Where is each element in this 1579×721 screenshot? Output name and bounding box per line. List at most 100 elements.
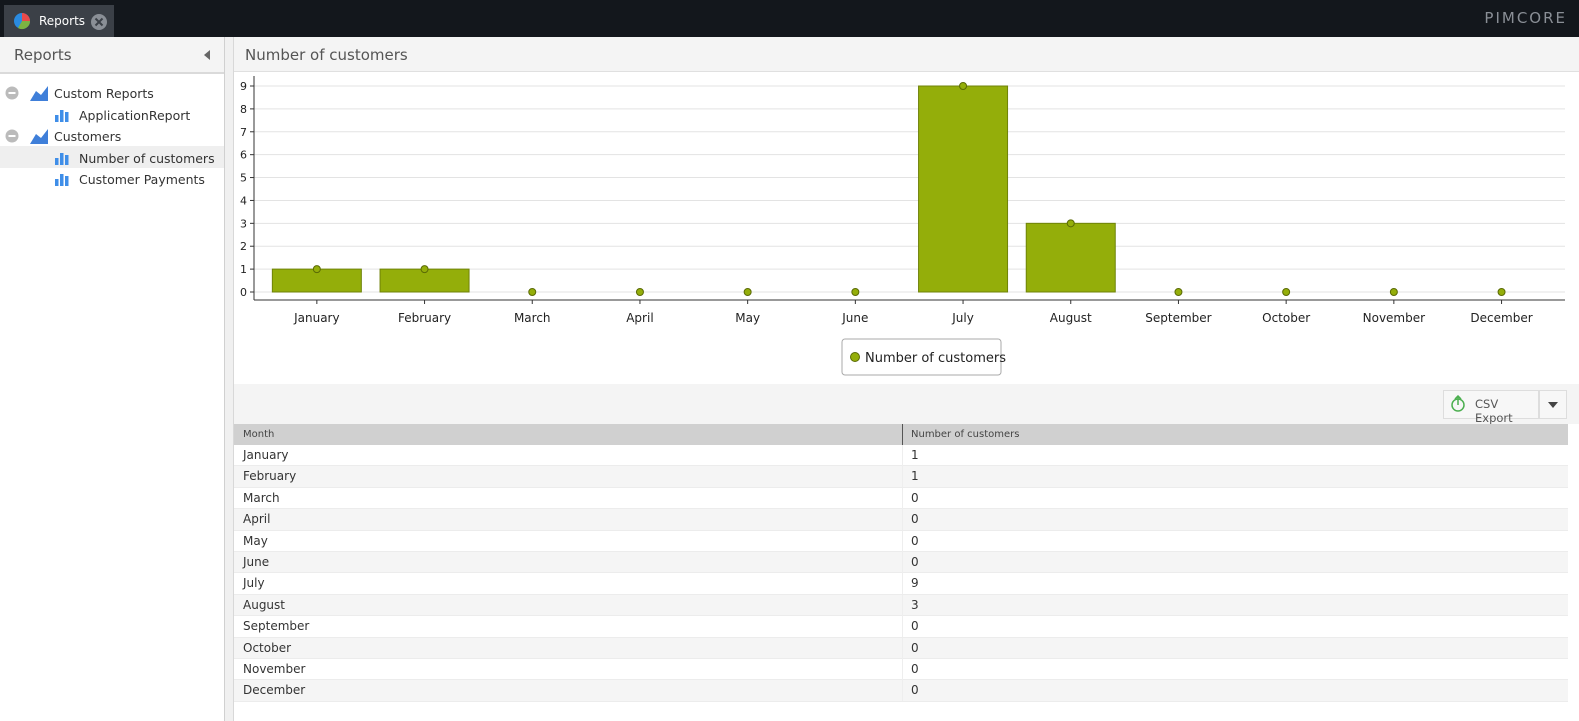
brand-logo: PIMCORE	[1484, 9, 1567, 27]
grid-row[interactable]: February 1	[234, 466, 1568, 488]
grid-cell: 0	[911, 619, 919, 634]
x-tick-label: June	[841, 311, 868, 325]
legend-marker	[850, 352, 860, 362]
cell-divider	[902, 658, 903, 680]
grid-cell: 3	[911, 597, 919, 612]
x-tick-label: October	[1262, 311, 1310, 325]
cell-divider	[902, 445, 903, 466]
point	[959, 82, 968, 90]
grid-row[interactable]: December 0	[234, 680, 1568, 702]
x-tick-label: March	[514, 311, 551, 325]
grid-cell: February	[243, 469, 297, 484]
grid-row[interactable]: September 0	[234, 616, 1568, 638]
export-label: CSV Export	[1475, 397, 1513, 425]
y-tick-label: 4	[240, 194, 247, 207]
data-grid: Month Number of customers January 1 February…	[234, 424, 1568, 702]
tree-leaf[interactable]: Customer Payments	[0, 169, 224, 190]
x-tick-label: August	[1050, 311, 1092, 325]
collapse-button[interactable]	[203, 50, 211, 60]
top-bar: Reports PIMCORE	[0, 0, 1579, 37]
icon-bar	[60, 174, 64, 186]
cell-divider	[902, 594, 903, 616]
legend-label: Number of customers	[865, 351, 1006, 366]
grid-row[interactable]: August 3	[234, 594, 1568, 617]
point	[635, 288, 644, 296]
bar-chart-icon	[55, 152, 69, 165]
grid-cell: May	[243, 533, 268, 548]
cell-divider	[902, 573, 903, 595]
tab[interactable]: Reports	[4, 5, 114, 37]
bar	[1025, 222, 1116, 293]
point	[1389, 288, 1398, 296]
y-tick-label: 9	[240, 80, 247, 93]
grid-cell: 0	[911, 512, 919, 527]
x-tick-label: December	[1470, 311, 1532, 325]
y-tick-label: 1	[240, 263, 247, 276]
grid-row[interactable]: April 0	[234, 509, 1568, 531]
grid-row[interactable]: June 0	[234, 551, 1568, 574]
grid-cell: 0	[911, 661, 919, 676]
splitter[interactable]	[225, 37, 234, 721]
column-header[interactable]: Month	[243, 429, 275, 440]
export-menu-button[interactable]	[1539, 390, 1567, 419]
point	[743, 288, 752, 296]
x-tick-label: July	[951, 311, 974, 325]
grid-cell: 1	[911, 448, 919, 462]
tab-close[interactable]	[90, 13, 108, 31]
grid-cell: November	[243, 661, 306, 676]
grid-row[interactable]: July 9	[234, 573, 1568, 595]
node-icons	[5, 129, 48, 144]
grid-cell: 1	[911, 469, 919, 484]
column-divider	[902, 424, 903, 445]
grid-row[interactable]: October 0	[234, 637, 1568, 659]
icon-bar	[55, 179, 59, 186]
tree-label: Customers	[54, 129, 122, 144]
column-header[interactable]: Number of customers	[911, 429, 1020, 440]
tree-node[interactable]: Customers	[0, 126, 224, 147]
grid-cell: March	[243, 490, 280, 505]
y-tick-label: 2	[240, 240, 247, 253]
cell-divider	[902, 487, 903, 509]
icon-bar	[55, 114, 59, 122]
grid-row[interactable]: November 0	[234, 658, 1568, 681]
point	[528, 288, 537, 296]
tree-label: ApplicationReport	[79, 107, 191, 123]
csv-export-button[interactable]: CSV Export	[1443, 390, 1539, 425]
grid-cell: 0	[911, 533, 919, 548]
grid-cell: 0	[911, 554, 919, 569]
point	[420, 265, 429, 274]
tree-leaf[interactable]: Number of customers	[0, 148, 224, 169]
dropdown-arrow	[1548, 402, 1558, 408]
y-tick-label: 5	[240, 172, 247, 185]
grid-cell: 0	[911, 683, 919, 698]
cell-divider	[902, 530, 903, 552]
area-chart-icon	[30, 129, 48, 144]
node-icon-set	[5, 86, 48, 101]
tree-leaf[interactable]: ApplicationReport	[0, 105, 224, 126]
grid-row[interactable]: January 1	[234, 445, 1568, 467]
grid-row[interactable]: March 0	[234, 487, 1568, 510]
grid-cell: June	[243, 554, 270, 569]
bar	[918, 85, 1009, 293]
cell-divider	[902, 637, 903, 659]
legend-box	[841, 338, 1002, 376]
cell-divider	[902, 680, 903, 702]
icon-bar	[60, 109, 64, 122]
chart: 0 1 2 3 4 5 6 7 8 9 January February March April May Ju…	[240, 76, 1565, 376]
export-icon	[1451, 395, 1465, 412]
y-tick-label: 6	[240, 149, 247, 162]
node-icon-set	[5, 129, 48, 144]
icon-bar	[55, 157, 59, 165]
y-tick-label: 0	[240, 286, 247, 299]
grid-cell: August	[243, 597, 285, 612]
cell-divider	[902, 616, 903, 638]
icon-bar	[65, 111, 69, 122]
y-tick-label: 3	[240, 217, 247, 230]
tree-node[interactable]: Custom Reports	[0, 83, 224, 104]
x-tick-label: January	[293, 311, 340, 325]
collapse-minus	[8, 92, 16, 94]
toolbar: CSV Export	[234, 384, 1579, 425]
grid-cell: 0	[911, 640, 919, 655]
grid-header: Month Number of customers	[234, 424, 1568, 445]
grid-row[interactable]: May 0	[234, 530, 1568, 552]
